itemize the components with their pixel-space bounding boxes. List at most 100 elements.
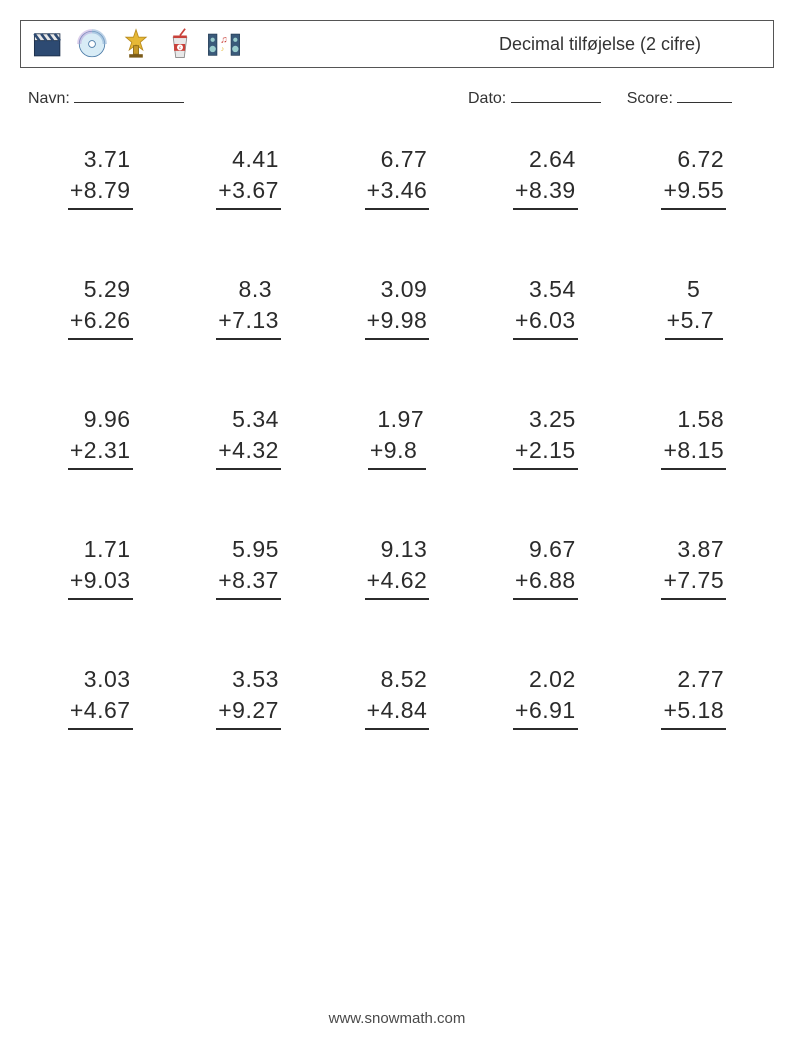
problem: 1.58+8.15 [632,404,756,470]
score-label: Score: [627,90,673,107]
problem-stack: 2.77+5.18 [661,664,726,730]
date-blank[interactable] [511,86,601,103]
header-box: c ♫ ♪ Decimal tilføjelse (2 cifre) [20,20,774,68]
problem: 5.34+4.32 [186,404,310,470]
problem: 1.71+9.03 [38,534,162,600]
problem: 9.96+2.31 [38,404,162,470]
problem: 3.54+6.03 [483,274,607,340]
problem: 3.25+2.15 [483,404,607,470]
problem-stack: 4.41+3.67 [216,144,281,210]
problem: 5.95+8.37 [186,534,310,600]
problem: 5.29+6.26 [38,274,162,340]
name-label: Navn: [28,90,70,107]
operand-bottom: +8.37 [216,565,281,600]
clapperboard-icon [31,26,65,62]
operand-bottom: +9.8 [368,435,426,470]
score-blank[interactable] [677,86,732,103]
problem-stack: 1.97+9.8 [368,404,426,470]
problem: 2.77+5.18 [632,664,756,730]
operand-top: 5.34 [216,404,281,435]
operand-bottom: +8.79 [68,175,133,210]
operand-top: 6.77 [365,144,430,175]
problem-stack: 5.95+8.37 [216,534,281,600]
operand-bottom: +4.84 [365,695,430,730]
operand-top: 8.52 [365,664,430,695]
operand-top: 2.64 [513,144,578,175]
operand-bottom: +8.15 [661,435,726,470]
svg-text:♫: ♫ [220,35,227,46]
operand-top: 1.58 [661,404,726,435]
info-row: Navn: Dato: Score: [20,86,774,108]
problem-stack: 3.53+9.27 [216,664,281,730]
problem-stack: 9.96+2.31 [68,404,133,470]
problem: 9.67+6.88 [483,534,607,600]
problem-stack: 3.87+7.75 [661,534,726,600]
operand-bottom: +9.55 [661,175,726,210]
problem: 2.64+8.39 [483,144,607,210]
operand-top: 3.87 [661,534,726,565]
operand-top: 6.72 [661,144,726,175]
problem-stack: 8.52+4.84 [365,664,430,730]
problem-stack: 3.09+9.98 [365,274,430,340]
operand-bottom: +7.13 [216,305,281,340]
operand-bottom: +2.31 [68,435,133,470]
operand-bottom: +2.15 [513,435,578,470]
problem: 3.53+9.27 [186,664,310,730]
problem-stack: 5.34+4.32 [216,404,281,470]
problem-stack: 6.77+3.46 [365,144,430,210]
problem-stack: 3.03+4.67 [68,664,133,730]
problem-stack: 3.71+8.79 [68,144,133,210]
header-icons: c ♫ ♪ [25,26,241,62]
operand-top: 3.53 [216,664,281,695]
svg-text:♪: ♪ [221,45,225,53]
operand-top: 9.13 [365,534,430,565]
problem-stack: 3.54+6.03 [513,274,578,340]
problem: 8.52+4.84 [335,664,459,730]
operand-top: 5.29 [68,274,133,305]
problem-stack: 6.72+9.55 [661,144,726,210]
problem-stack: 8.3 +7.13 [216,274,281,340]
name-blank[interactable] [74,86,184,103]
problem-stack: 9.67+6.88 [513,534,578,600]
problem-stack: 1.58+8.15 [661,404,726,470]
operand-top: 2.77 [661,664,726,695]
operand-top: 9.67 [513,534,578,565]
operand-bottom: +6.26 [68,305,133,340]
problem: 3.87+7.75 [632,534,756,600]
problem: 6.77+3.46 [335,144,459,210]
operand-top: 9.96 [68,404,133,435]
operand-bottom: +5.18 [661,695,726,730]
problem-stack: 1.71+9.03 [68,534,133,600]
operand-top: 1.97 [368,404,426,435]
operand-bottom: +6.88 [513,565,578,600]
operand-top: 3.09 [365,274,430,305]
operand-bottom: +4.62 [365,565,430,600]
operand-bottom: +6.03 [513,305,578,340]
speakers-icon: ♫ ♪ [207,26,241,62]
problem: 6.72+9.55 [632,144,756,210]
operand-top: 1.71 [68,534,133,565]
operand-bottom: +4.67 [68,695,133,730]
problem: 4.41+3.67 [186,144,310,210]
operand-bottom: +9.98 [365,305,430,340]
operand-bottom: +9.27 [216,695,281,730]
footer-url: www.snowmath.com [0,1010,794,1027]
problem-stack: 9.13+4.62 [365,534,430,600]
problem: 3.71+8.79 [38,144,162,210]
operand-bottom: +5.7 [665,305,723,340]
trophy-icon [119,26,153,62]
operand-top: 3.25 [513,404,578,435]
problems-grid: 3.71+8.79 4.41+3.67 6.77+3.46 2.64+8.39 … [20,144,774,730]
cd-icon [75,26,109,62]
operand-bottom: +7.75 [661,565,726,600]
problem-stack: 5.29+6.26 [68,274,133,340]
operand-bottom: +4.32 [216,435,281,470]
problem-stack: 2.02+6.91 [513,664,578,730]
problem-stack: 3.25+2.15 [513,404,578,470]
worksheet-title: Decimal tilføjelse (2 cifre) [499,34,761,55]
problem: 2.02+6.91 [483,664,607,730]
operand-top: 2.02 [513,664,578,695]
date-label: Dato: [468,90,506,107]
problem-stack: 2.64+8.39 [513,144,578,210]
operand-top: 3.54 [513,274,578,305]
